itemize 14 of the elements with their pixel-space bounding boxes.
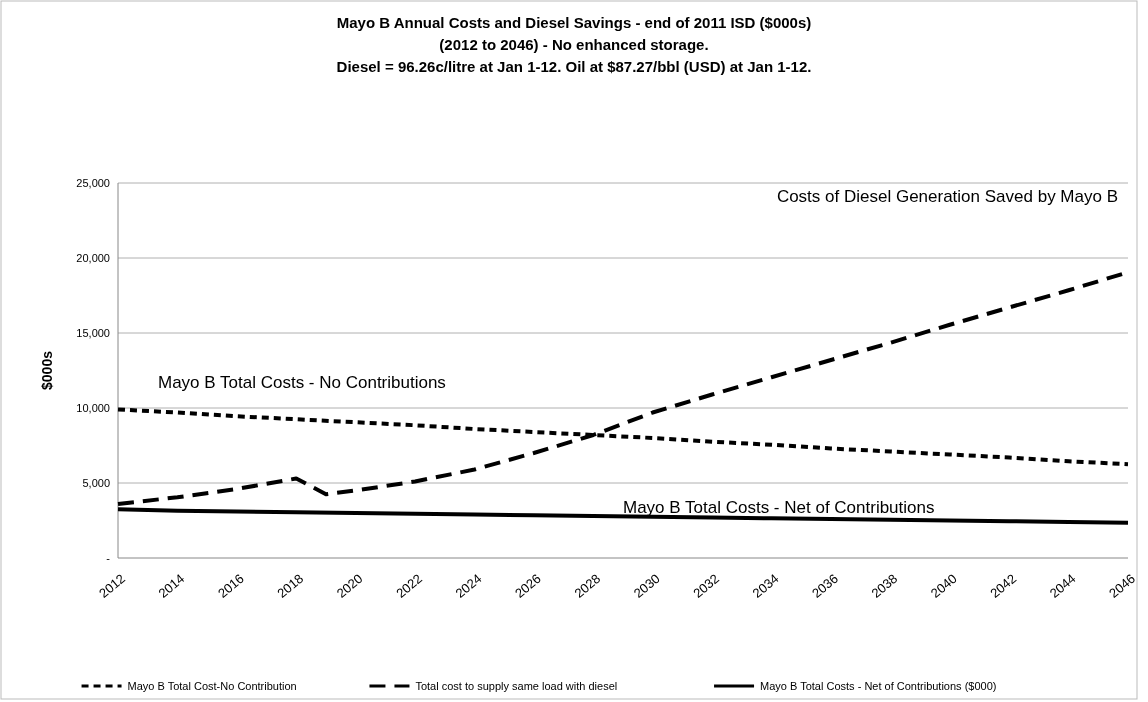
y-tick-label: 10,000 xyxy=(76,402,110,414)
y-tick-label: 25,000 xyxy=(76,177,110,189)
y-tick-label: 15,000 xyxy=(76,327,110,339)
y-tick-label: - xyxy=(106,552,111,564)
y-axis-title: $000s xyxy=(39,350,55,390)
annotation: Mayo B Total Costs - No Contributions xyxy=(158,372,446,392)
legend-label: Total cost to supply same load with diesel xyxy=(415,680,618,692)
legend-label: Mayo B Total Cost-No Contribution xyxy=(127,680,297,692)
y-tick-label: 5,000 xyxy=(82,477,110,489)
chart-title: Mayo B Annual Costs and Diesel Savings - end of 2011 ISD ($000s) (2012 to 2046) - No enhanced storage. Diesel = 96.26c/litre at Jan 1-12. Oil at $87.27/bbl (USD) at Jan 1-12. xyxy=(336,14,812,75)
annotation: Costs of Diesel Generation Saved by Mayo B xyxy=(776,187,1118,207)
annotation: Mayo B Total Costs - Net of Contributions xyxy=(623,498,935,517)
legend-label: Mayo B Total Costs - Net of Contributions ($000) xyxy=(760,680,997,692)
y-tick-label: 20,000 xyxy=(76,252,110,264)
